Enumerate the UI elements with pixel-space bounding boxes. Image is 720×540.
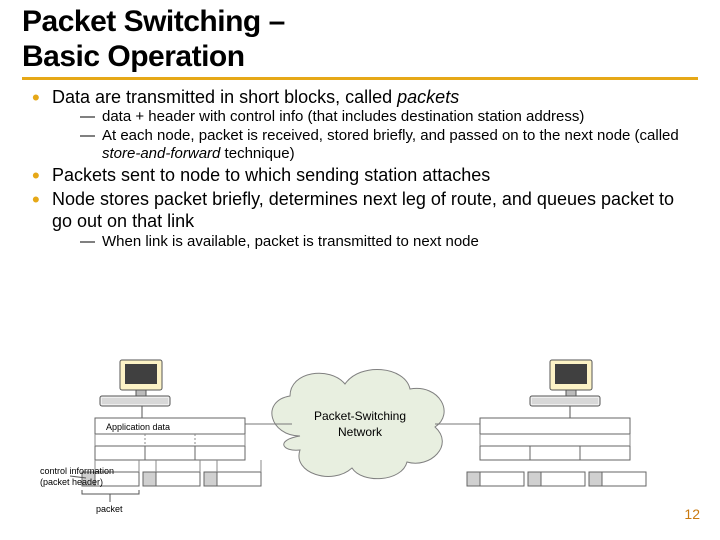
title-underline [22, 77, 698, 80]
network-cloud-icon: Packet-Switching Network [272, 369, 444, 478]
left-computer-icon [100, 360, 170, 418]
sub-list-3: When link is available, packet is transm… [52, 233, 698, 251]
right-computer-icon [530, 360, 600, 418]
page-number: 12 [684, 506, 700, 522]
packet-label: packet [96, 504, 123, 514]
title-line1: Packet Switching – [22, 5, 285, 38]
sub-list-1: data + header with control info (that in… [52, 108, 698, 163]
bullet-3: Node stores packet briefly, determines n… [28, 188, 698, 251]
packet-switching-diagram: Packet-Switching Network Application dat… [40, 356, 680, 526]
bullet-1-text: Data are transmitted in short blocks, ca… [52, 87, 397, 107]
sub-1a: data + header with control info (that in… [80, 108, 698, 126]
cloud-label-l1: Packet-Switching [314, 409, 406, 423]
slide-title: Packet Switching – Basic Operation [22, 4, 698, 75]
control-info-label-l2: (packet header) [40, 477, 103, 487]
sub-3a: When link is available, packet is transm… [80, 233, 698, 251]
sub-1b: At each node, packet is received, stored… [80, 127, 698, 164]
right-packet-stack [467, 418, 646, 486]
control-info-label-l1: control information [40, 466, 114, 476]
bullet-1-ital: packets [397, 87, 459, 107]
app-data-label: Application data [106, 422, 170, 432]
cloud-label-l2: Network [338, 425, 383, 439]
bullet-2: Packets sent to node to which sending st… [28, 164, 698, 187]
title-line2: Basic Operation [22, 40, 245, 73]
bullet-1: Data are transmitted in short blocks, ca… [28, 86, 698, 163]
bullet-3-text: Node stores packet briefly, determines n… [52, 189, 674, 232]
bullet-list: Data are transmitted in short blocks, ca… [22, 86, 698, 251]
